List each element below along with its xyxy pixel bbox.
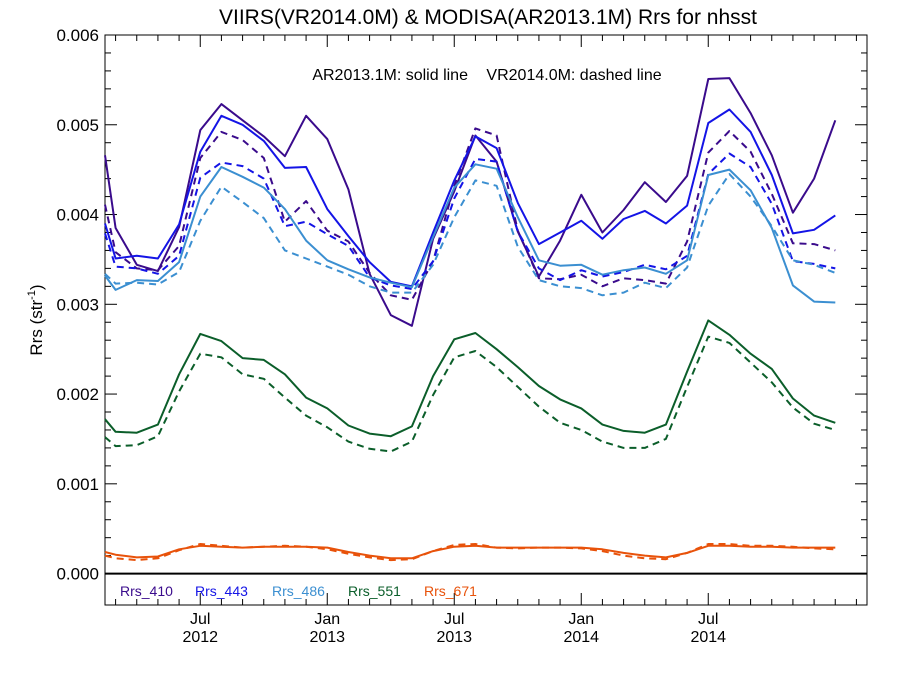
y-tick-label: 0.006 <box>56 26 99 45</box>
series-rrs-551-solid <box>104 319 836 438</box>
x-tick-month: Jan <box>314 611 340 628</box>
legend-entry-rrs-486: Rrs_486 <box>272 583 325 599</box>
series-rrs-443-solid <box>104 108 836 288</box>
y-tick-label: 0.003 <box>56 295 99 314</box>
x-tick-month: Jul <box>444 611 464 628</box>
series-lines <box>104 77 837 562</box>
x-tick-year: 2014 <box>690 629 726 646</box>
y-tick-label: 0.005 <box>56 116 99 135</box>
chart-title: VIIRS(VR2014.0M) & MODISA(AR2013.1M) Rrs… <box>219 6 757 29</box>
legend-entry-rrs-410: Rrs_410 <box>120 583 173 599</box>
series-rrs-410-solid <box>104 77 837 327</box>
x-tick-year: 2013 <box>436 629 472 646</box>
solid-line-note: AR2013.1M: solid line <box>312 67 468 84</box>
x-tick-month: Jan <box>568 611 594 628</box>
y-tick-label: 0.001 <box>56 475 99 494</box>
series-rrs-410-dashed <box>104 127 836 301</box>
series-rrs-443-dashed <box>104 152 836 290</box>
series-rrs-486-dashed <box>104 173 836 297</box>
x-tick-year: 2013 <box>309 629 345 646</box>
dashed-line-note: VR2014.0M: dashed line <box>486 67 661 84</box>
y-axis-label-main: Rrs (str <box>27 300 46 356</box>
legend: Rrs_410 Rrs_443 Rrs_486 Rrs_551 Rrs_671 <box>120 583 477 599</box>
y-tick-label: 0.000 <box>56 565 99 584</box>
x-tick-month: Jul <box>698 611 718 628</box>
legend-entry-rrs-671: Rrs_671 <box>424 583 477 599</box>
x-tick-year: 2014 <box>563 629 599 646</box>
series-rrs-486-solid <box>104 163 836 304</box>
plot-frame <box>104 34 868 606</box>
y-axis-label-close: ) <box>27 284 46 290</box>
y-axis-label-sup: -1 <box>26 290 38 300</box>
line-style-annotation: AR2013.1M: solid line VR2014.0M: dashed … <box>312 67 661 84</box>
y-tick-label: 0.004 <box>56 206 99 225</box>
x-tick-month: Jul <box>190 611 210 628</box>
y-axis-label: Rrs (str-1) <box>26 284 46 355</box>
legend-entry-rrs-551: Rrs_551 <box>348 583 401 599</box>
series-rrs-671-solid <box>104 544 836 560</box>
y-tick-label: 0.002 <box>56 385 99 404</box>
series-rrs-551-dashed <box>104 335 836 453</box>
x-tick-year: 2012 <box>182 629 218 646</box>
series-rrs-671-dashed <box>104 543 836 562</box>
legend-entry-rrs-443: Rrs_443 <box>195 583 248 599</box>
y-axis: 0.000 0.001 0.002 0.003 0.004 0.005 0.006 <box>56 26 867 584</box>
